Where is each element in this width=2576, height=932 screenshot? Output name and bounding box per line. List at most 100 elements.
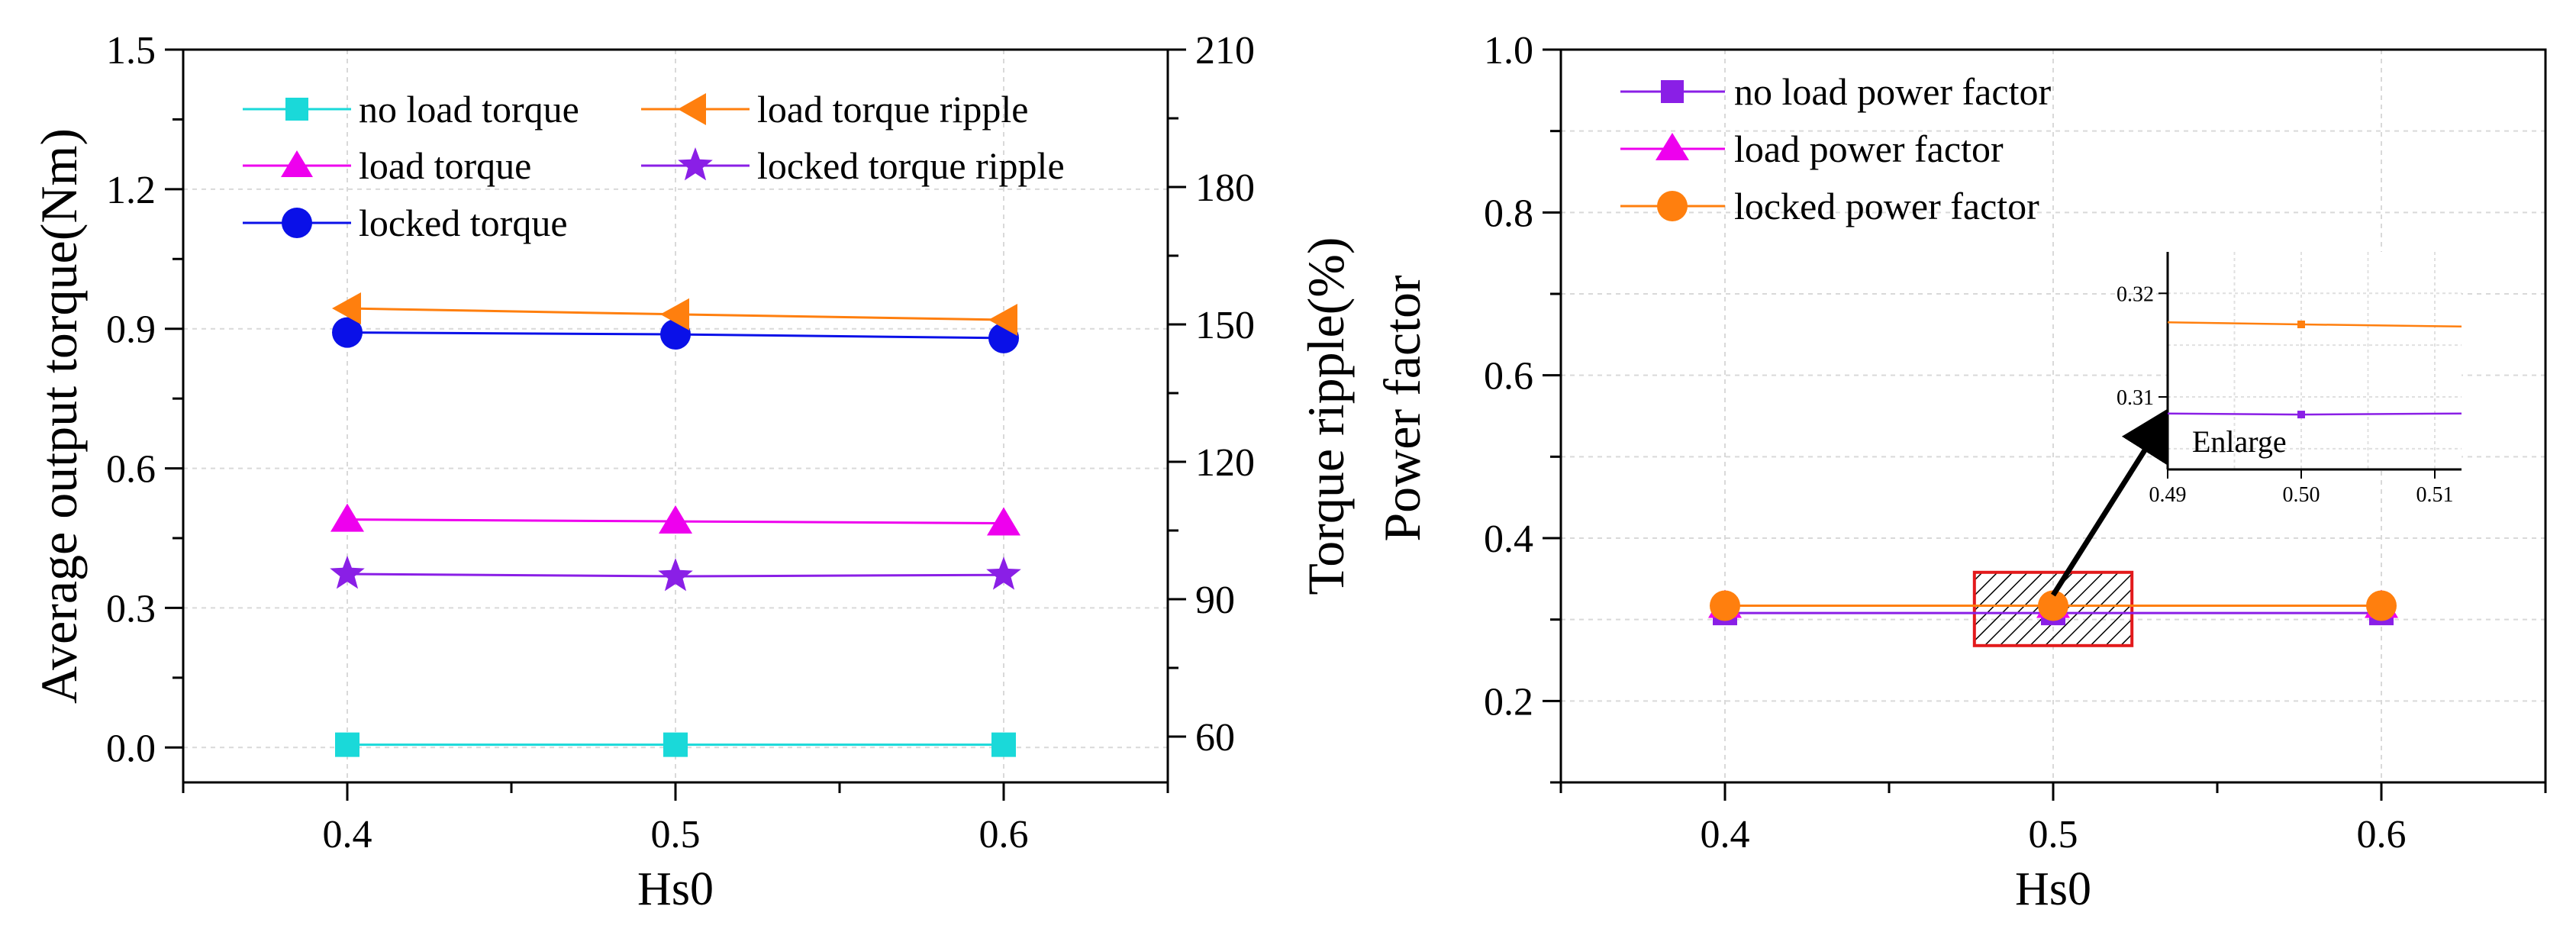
legend-label: load torque <box>359 144 531 187</box>
data-point-marker <box>335 732 359 757</box>
legend-marker-triangle <box>281 150 313 177</box>
left-grid <box>183 50 1168 782</box>
inset-y-tick-label: 0.31 <box>2117 386 2154 410</box>
left-x-ticks: 0.4 0.5 0.6 <box>182 782 1169 856</box>
inset-data-point <box>2297 321 2305 328</box>
data-point-marker <box>658 558 693 592</box>
x-tick-label: 0.5 <box>651 813 701 856</box>
y-tick-label: 0.9 <box>106 308 156 352</box>
y-tick-label: 1.0 <box>1484 29 1533 73</box>
data-point-marker <box>987 507 1020 536</box>
inset-x-ticks: 0.49 0.50 0.51 <box>2149 469 2454 507</box>
y2-tick-label: 150 <box>1195 304 1255 347</box>
x-tick-label: 0.5 <box>2029 813 2078 856</box>
inset-series-locked-power-factor <box>2167 321 2462 328</box>
legend-marker-square <box>285 98 308 121</box>
y-tick-label: 0.8 <box>1484 192 1533 235</box>
legend-label: load power factor <box>1734 127 2004 170</box>
y-tick-label: 1.5 <box>106 29 156 73</box>
y2-tick-label: 120 <box>1195 441 1255 485</box>
legend-item-no-load-power-factor: no load power factor <box>1620 70 2051 113</box>
data-point-marker <box>2038 590 2068 621</box>
inset-x-tick-label: 0.49 <box>2149 483 2187 507</box>
legend-marker-star <box>678 147 713 181</box>
y-tick-label: 0.3 <box>106 587 156 630</box>
legend-label: locked torque ripple <box>757 144 1065 187</box>
y-tick-label: 0.0 <box>106 727 156 770</box>
inset-y-ticks: 0.31 0.32 <box>2117 282 2168 410</box>
y-tick-label: 0.2 <box>1484 680 1533 724</box>
legend-label: load torque ripple <box>757 88 1028 131</box>
legend-marker-triangle <box>1656 133 1689 160</box>
legend-marker-square <box>1661 80 1684 103</box>
right-series <box>1708 589 2398 626</box>
inset-data-point <box>2297 411 2305 419</box>
x-tick-label: 0.6 <box>2357 813 2407 856</box>
data-point-marker <box>991 732 1016 757</box>
legend-label: locked power factor <box>1734 185 2039 227</box>
y2-tick-label: 210 <box>1195 29 1255 73</box>
inset-grid <box>2167 252 2462 469</box>
series-locked-power-factor <box>1710 590 2397 621</box>
left-y2-axis-label: Torque ripple(%) <box>1297 237 1355 595</box>
series-locked-torque-ripple <box>330 556 1021 592</box>
zoom-arrow <box>2051 405 2173 597</box>
legend-item-load-power-factor: load power factor <box>1620 127 2004 170</box>
legend-item-locked-torque-ripple: locked torque ripple <box>641 144 1065 187</box>
power-factor-chart: 0.4 0.5 0.6 0.2 0.4 0.6 0.8 1.0 Hs0 Power fact… <box>1373 29 2547 915</box>
y2-tick-label: 90 <box>1195 579 1235 622</box>
legend-item-locked-torque: locked torque <box>243 202 568 244</box>
legend-item-load-torque: load torque <box>243 144 531 187</box>
torque-chart: 0.4 0.5 0.6 0.0 0.3 0.6 0.9 1.2 1.5 60 90 120 150 1… <box>30 29 1355 915</box>
series-load-torque-ripple <box>332 292 1017 336</box>
right-y-axis-label: Power factor <box>1373 275 1431 542</box>
data-point-marker <box>332 292 361 324</box>
data-point-marker <box>2366 590 2397 621</box>
right-y-ticks: 0.2 0.4 0.6 0.8 1.0 <box>1484 29 1561 784</box>
data-point-marker <box>988 304 1017 336</box>
series-load-torque <box>330 503 1020 536</box>
data-point-marker <box>659 505 692 534</box>
data-point-marker <box>660 298 689 331</box>
legend-label: no load power factor <box>1734 70 2051 113</box>
y-tick-label: 0.4 <box>1484 518 1533 561</box>
y-tick-label: 0.6 <box>106 448 156 492</box>
legend-item-no-load-torque: no load torque <box>243 88 579 131</box>
series-locked-torque <box>332 317 1019 353</box>
right-legend: no load power factor load power factor l… <box>1620 70 2051 227</box>
inset-background <box>2168 252 2462 469</box>
y-tick-label: 1.2 <box>106 169 156 212</box>
data-point-marker <box>986 556 1021 590</box>
x-tick-label: 0.4 <box>323 813 372 856</box>
x-tick-label: 0.4 <box>1701 813 1750 856</box>
left-legend: no load torque load torque locked torque… <box>243 88 1065 244</box>
data-point-marker <box>330 556 365 589</box>
right-x-axis-label: Hs0 <box>2015 863 2091 915</box>
x-tick-label: 0.6 <box>979 813 1029 856</box>
left-y-ticks: 0.0 0.3 0.6 0.9 1.2 1.5 <box>106 29 183 770</box>
data-point-marker <box>332 317 363 348</box>
legend-marker-circle <box>1657 191 1688 221</box>
inset-label: Enlarge <box>2192 424 2287 459</box>
legend-marker-circle <box>282 208 312 238</box>
left-y-axis-label: Average output torque(Nm) <box>30 128 88 704</box>
inset-x-tick-label: 0.51 <box>2416 483 2454 507</box>
inset-y-tick-label: 0.32 <box>2117 282 2154 306</box>
left-series <box>330 292 1021 757</box>
right-x-ticks: 0.4 0.5 0.6 <box>1559 782 2547 856</box>
legend-item-load-torque-ripple: load torque ripple <box>641 88 1028 131</box>
inset-enlarge-panel: 0.49 0.50 0.51 0.31 0.32 Enlarge <box>2117 252 2462 507</box>
y2-tick-label: 60 <box>1195 716 1235 759</box>
y2-tick-label: 180 <box>1195 166 1255 210</box>
data-point-marker <box>330 503 364 532</box>
legend-label: locked torque <box>359 202 568 244</box>
legend-item-locked-power-factor: locked power factor <box>1620 185 2039 227</box>
legend-label: no load torque <box>359 88 579 131</box>
legend-marker-triangle-left <box>678 93 706 125</box>
inset-x-tick-label: 0.50 <box>2283 483 2320 507</box>
inset-series <box>2167 321 2462 419</box>
data-point-marker <box>663 732 688 757</box>
series-no-load-torque <box>335 732 1016 757</box>
inset-series-no-load-power-factor <box>2167 411 2462 419</box>
